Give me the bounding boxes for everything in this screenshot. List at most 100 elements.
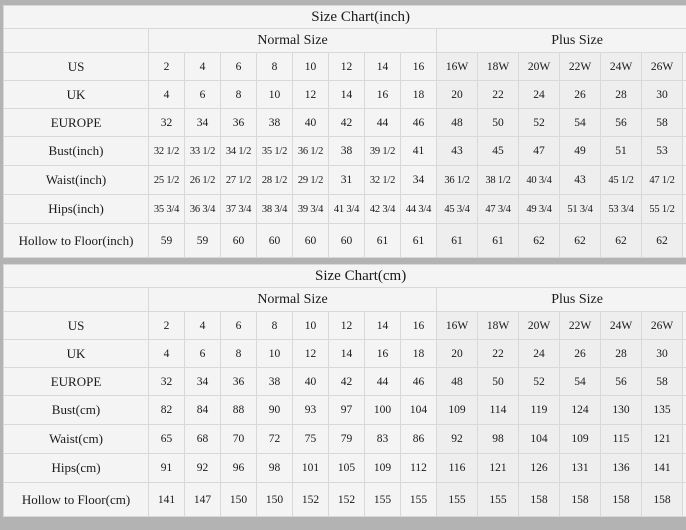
table-row: UK 4 6 8 10 12 14 16 18 20 22 24 26 28 30 — [3, 80, 686, 109]
table-cell: 72 — [256, 424, 293, 454]
table-cell-filler — [681, 339, 686, 368]
table-cell: 158 — [559, 482, 601, 517]
table-cell: 28 — [600, 80, 642, 109]
table-row: EUROPE 32 34 36 38 40 42 44 46 48 50 52 54 56 58 — [3, 108, 686, 137]
table-cell: 16 — [400, 311, 437, 340]
table-cell: 61 — [436, 223, 478, 258]
table-cell: 34 — [400, 165, 437, 195]
table-cell: 39 3/4 — [292, 194, 329, 224]
table-cell: 2 — [148, 52, 185, 81]
table-cell: 20W — [518, 311, 560, 340]
table-cell: 34 — [184, 367, 221, 396]
table-cell: 8 — [256, 52, 293, 81]
table-cell: 109 — [559, 424, 601, 454]
table-cell: 48 — [436, 108, 478, 137]
table-row: Bust(inch) 32 1/2 33 1/2 34 1/2 35 1/2 36 1/2… — [3, 136, 686, 166]
table-cell: 14 — [328, 80, 365, 109]
table-row: EUROPE 32 34 36 38 40 42 44 46 48 50 52 54 56 58 — [3, 367, 686, 396]
chart-title: Size Chart(inch) — [2, 5, 686, 29]
table-cell: 68 — [184, 424, 221, 454]
table-cell: 34 1/2 — [220, 136, 257, 166]
table-cell: 42 3/4 — [364, 194, 401, 224]
table-cell: 22W — [559, 311, 601, 340]
table-cell: 75 — [292, 424, 329, 454]
table-cell: 58 — [641, 108, 683, 137]
table-cell: 97 — [328, 395, 365, 425]
row-label-uk: UK — [3, 339, 149, 368]
table-cell: 93 — [292, 395, 329, 425]
row-label-hips-inch: Hips(inch) — [3, 194, 149, 224]
table-cell: 40 3/4 — [518, 165, 560, 195]
row-label-us: US — [3, 52, 149, 81]
table-cell-filler — [681, 52, 686, 81]
table-cell: 141 — [641, 453, 683, 483]
table-cell: 155 — [400, 482, 437, 517]
table-cell: 91 — [148, 453, 185, 483]
table-cell: 41 3/4 — [328, 194, 365, 224]
table-cell: 28 — [600, 339, 642, 368]
table-row: Hips(cm) 91 92 96 98 101 105 109 112 116 121 126 131… — [3, 453, 686, 483]
table-cell: 65 — [148, 424, 185, 454]
table-cell: 130 — [600, 395, 642, 425]
table-cell: 43 — [559, 165, 601, 195]
table-cell: 34 — [184, 108, 221, 137]
table-cell: 62 — [641, 223, 683, 258]
table-cell: 38 — [256, 108, 293, 137]
table-cell: 42 — [328, 367, 365, 396]
table-cell: 54 — [559, 367, 601, 396]
table-cell: 38 3/4 — [256, 194, 293, 224]
table-cell: 20 — [436, 80, 478, 109]
table-cell: 10 — [256, 80, 293, 109]
table-cell: 58 — [641, 367, 683, 396]
size-chart-table-cm: Size Chart(cm) Normal Size Plus Size US 2 4 6 8… — [2, 264, 686, 517]
table-cell: 92 — [436, 424, 478, 454]
table-cell: 50 — [477, 108, 519, 137]
table-cell: 45 — [477, 136, 519, 166]
table-cell: 90 — [256, 395, 293, 425]
table-cell: 18 — [400, 339, 437, 368]
table-cell: 26W — [641, 311, 683, 340]
table-cell: 119 — [518, 395, 560, 425]
table-cell: 26W — [641, 52, 683, 81]
table-cell: 47 3/4 — [477, 194, 519, 224]
table-cell: 50 — [477, 367, 519, 396]
table-cell: 44 3/4 — [400, 194, 437, 224]
table-cell: 98 — [477, 424, 519, 454]
table-cell: 32 1/2 — [364, 165, 401, 195]
table-cell-filler — [681, 311, 686, 340]
row-label-us: US — [3, 311, 149, 340]
table-cell: 98 — [256, 453, 293, 483]
table-cell-filler — [681, 223, 686, 258]
table-cell: 4 — [148, 80, 185, 109]
table-cell: 10 — [292, 311, 329, 340]
table-cell: 32 — [148, 108, 185, 137]
table-row: Waist(inch) 25 1/2 26 1/2 27 1/2 28 1/2 29 1/… — [3, 165, 686, 195]
table-cell: 136 — [600, 453, 642, 483]
table-row: Waist(cm) 65 68 70 72 75 79 83 86 92 98 104 109 115 12… — [3, 424, 686, 454]
table-cell: 35 1/2 — [256, 136, 293, 166]
table-cell: 44 — [364, 108, 401, 137]
table-cell: 6 — [220, 311, 257, 340]
chart-title-row: Size Chart(cm) — [2, 264, 686, 288]
table-cell: 45 3/4 — [436, 194, 478, 224]
table-cell: 31 — [328, 165, 365, 195]
group-header-normal-size: Normal Size — [148, 28, 437, 53]
table-cell: 155 — [477, 482, 519, 517]
table-cell: 14 — [364, 311, 401, 340]
table-cell: 60 — [256, 223, 293, 258]
table-cell: 150 — [256, 482, 293, 517]
table-cell: 36 1/2 — [436, 165, 478, 195]
table-cell: 10 — [256, 339, 293, 368]
table-cell: 44 — [364, 367, 401, 396]
table-cell: 14 — [328, 339, 365, 368]
table-cell: 16W — [436, 52, 478, 81]
table-cell: 2 — [148, 311, 185, 340]
table-cell-filler — [681, 108, 686, 137]
table-cell: 60 — [220, 223, 257, 258]
table-cell: 42 — [328, 108, 365, 137]
table-cell: 36 3/4 — [184, 194, 221, 224]
table-cell: 56 — [600, 108, 642, 137]
table-cell: 155 — [364, 482, 401, 517]
table-cell: 79 — [328, 424, 365, 454]
